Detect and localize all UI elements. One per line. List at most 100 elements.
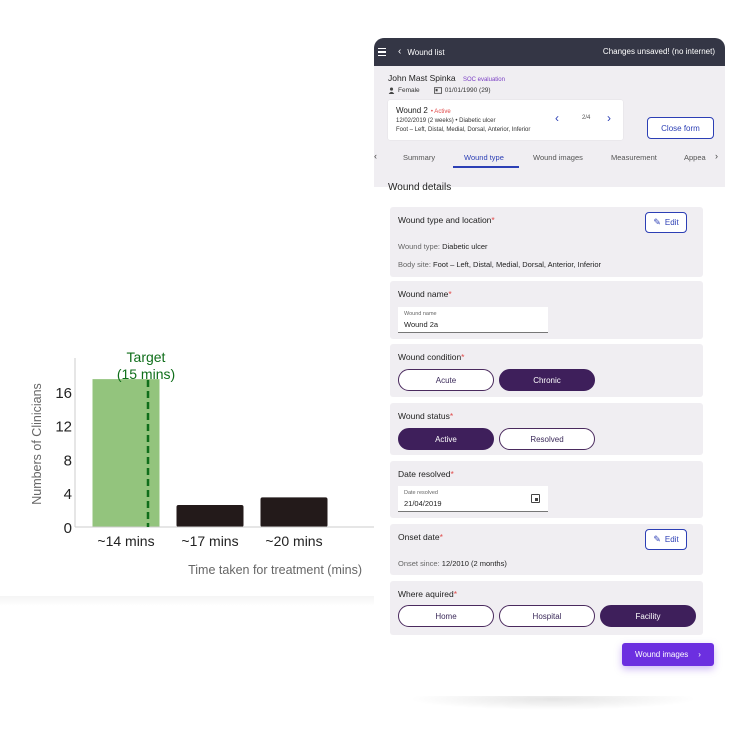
date-resolved-title: Date resolved* bbox=[398, 469, 454, 479]
bar bbox=[260, 497, 328, 527]
back-link-wound-list[interactable]: Wound list bbox=[407, 47, 445, 57]
wound-name-field[interactable]: Wound name Wound 2a bbox=[398, 307, 548, 333]
wound-name-section: Wound name* Wound name Wound 2a bbox=[390, 281, 703, 339]
wound-card-location: Foot – Left, Distal, Medial, Dorsal, Ant… bbox=[396, 127, 531, 133]
pencil-icon: ✎ bbox=[653, 217, 661, 227]
condition-chronic-option[interactable]: Chronic bbox=[499, 369, 595, 391]
target-label: Target bbox=[127, 349, 166, 365]
section-title-wound-details: Wound details bbox=[388, 182, 452, 193]
active-tab-indicator bbox=[453, 166, 519, 168]
bar bbox=[176, 505, 244, 527]
edit-wound-type-button[interactable]: ✎ Edit bbox=[645, 212, 687, 233]
dob-info: 01/01/1990 (29) bbox=[433, 87, 491, 94]
wound-status-label: Wound status bbox=[398, 411, 450, 421]
soc-badge: SOC evaluation bbox=[462, 77, 505, 83]
date-resolved-field-value: 21/04/2019 bbox=[404, 499, 442, 508]
edit-onset-date-button[interactable]: ✎ Edit bbox=[645, 529, 687, 550]
person-icon bbox=[388, 87, 395, 94]
wound-type-location-section: Wound type and location* ✎ Edit Wound ty… bbox=[390, 207, 703, 277]
x-tick-label: ~20 mins bbox=[265, 533, 322, 549]
connection-status: Changes unsaved! (no internet) bbox=[602, 47, 715, 56]
wound-type-value: Diabetic ulcer bbox=[442, 242, 488, 251]
tab-appearance[interactable]: Appea bbox=[684, 153, 706, 162]
wound-images-next-button[interactable]: Wound images › bbox=[622, 643, 714, 666]
tab-summary[interactable]: Summary bbox=[403, 153, 436, 162]
tabs-scroll-right-icon[interactable]: › bbox=[715, 151, 718, 161]
onset-row: Onset since: 12/2010 (2 months) bbox=[398, 559, 507, 568]
x-tick-label: ~17 mins bbox=[181, 533, 238, 549]
patient-meta: Female 01/01/1990 (29) bbox=[388, 87, 491, 94]
date-resolved-field-label: Date resolved bbox=[404, 490, 438, 496]
onset-since-value: 12/2010 (2 months) bbox=[441, 559, 507, 568]
patient-name: John Mast Spinka SOC evaluation bbox=[388, 73, 505, 83]
tab-measurement[interactable]: Measurement bbox=[611, 153, 657, 162]
chart-shadow-band bbox=[0, 596, 375, 606]
onset-date-section: Onset date* ✎ Edit Onset since: 12/2010 … bbox=[390, 524, 703, 575]
y-tick-label: 16 bbox=[55, 385, 72, 402]
bar bbox=[92, 379, 160, 527]
wound-condition-section: Wound condition* Acute Chronic bbox=[390, 344, 703, 397]
y-tick-label: 12 bbox=[55, 419, 72, 436]
onset-since-label: Onset since: bbox=[398, 559, 440, 568]
hamburger-menu-icon[interactable] bbox=[378, 48, 386, 56]
back-chevron-icon[interactable]: ‹ bbox=[398, 46, 402, 57]
y-tick-label: 4 bbox=[64, 486, 72, 503]
wound-name-field-value: Wound 2a bbox=[404, 320, 439, 329]
wound-type-row: Wound type: Diabetic ulcer bbox=[398, 242, 488, 251]
wound-count: 2/4 bbox=[582, 115, 591, 121]
patient-name-text: John Mast Spinka bbox=[388, 73, 456, 83]
wound-type-location-title: Wound type and location* bbox=[398, 215, 495, 225]
body-site-value: Foot – Left, Distal, Medial, Dorsal, Ant… bbox=[433, 260, 602, 269]
wound-card-status: • Active bbox=[430, 109, 451, 115]
previous-wound-chevron-icon[interactable]: ‹ bbox=[555, 111, 559, 125]
y-axis-label: Numbers of Clinicians bbox=[30, 383, 44, 505]
where-acquired-label: Where aquired bbox=[398, 589, 454, 599]
where-acquired-title: Where aquired* bbox=[398, 589, 458, 599]
body-site-row: Body site: Foot – Left, Distal, Medial, … bbox=[398, 260, 601, 269]
wound-condition-label: Wound condition bbox=[398, 352, 462, 362]
wound-name-label: Wound name bbox=[398, 289, 449, 299]
wound-card-date-type: 12/02/2019 (2 weeks) • Diabetic ulcer bbox=[396, 118, 496, 124]
id-card-icon bbox=[433, 87, 442, 94]
date-resolved-label: Date resolved bbox=[398, 469, 451, 479]
wound-card-title: Wound 2 • Active bbox=[396, 106, 451, 115]
patient-header: John Mast Spinka SOC evaluation Female 0… bbox=[374, 66, 725, 187]
date-resolved-section: Date resolved* Date resolved 21/04/2019 bbox=[390, 461, 703, 518]
y-tick-label: 0 bbox=[64, 520, 72, 537]
onset-date-label: Onset date bbox=[398, 532, 440, 542]
close-form-button[interactable]: Close form bbox=[647, 117, 714, 139]
condition-acute-option[interactable]: Acute bbox=[398, 369, 494, 391]
wound-condition-title: Wound condition* bbox=[398, 352, 465, 362]
wound-status-section: Wound status* Active Resolved bbox=[390, 403, 703, 455]
gender-info: Female bbox=[388, 87, 420, 94]
tabs-scroll-left-icon[interactable]: ‹ bbox=[374, 151, 377, 161]
y-tick-label: 8 bbox=[64, 452, 72, 469]
next-wound-chevron-icon[interactable]: › bbox=[607, 111, 611, 125]
x-axis-label: Time taken for treatment (mins) bbox=[188, 563, 362, 577]
wound-form-panel: ‹ Wound list Changes unsaved! (no intern… bbox=[374, 38, 725, 696]
pencil-icon: ✎ bbox=[653, 534, 661, 544]
target-label-sub: (15 mins) bbox=[117, 366, 175, 382]
body-site-label: Body site: bbox=[398, 260, 431, 269]
wound-images-button-label: Wound images bbox=[635, 650, 689, 659]
date-resolved-field[interactable]: Date resolved 21/04/2019 bbox=[398, 486, 548, 512]
wound-selector-card[interactable]: Wound 2 • Active 12/02/2019 (2 weeks) • D… bbox=[388, 100, 623, 140]
wound-card-name: Wound 2 bbox=[396, 106, 428, 115]
calendar-icon[interactable] bbox=[531, 494, 540, 503]
acquired-home-option[interactable]: Home bbox=[398, 605, 494, 627]
tab-wound-type[interactable]: Wound type bbox=[464, 153, 504, 162]
wound-type-location-label: Wound type and location bbox=[398, 215, 492, 225]
top-bar: ‹ Wound list Changes unsaved! (no intern… bbox=[374, 38, 725, 66]
acquired-facility-option[interactable]: Facility bbox=[600, 605, 696, 627]
tab-wound-images[interactable]: Wound images bbox=[533, 153, 583, 162]
status-resolved-option[interactable]: Resolved bbox=[499, 428, 595, 450]
status-active-option[interactable]: Active bbox=[398, 428, 494, 450]
acquired-hospital-option[interactable]: Hospital bbox=[499, 605, 595, 627]
edit-onset-label: Edit bbox=[664, 535, 679, 544]
where-acquired-section: Where aquired* Home Hospital Facility bbox=[390, 581, 703, 635]
onset-date-title: Onset date* bbox=[398, 532, 443, 542]
x-tick-label: ~14 mins bbox=[97, 533, 154, 549]
wound-status-title: Wound status* bbox=[398, 411, 454, 421]
wound-type-label: Wound type: bbox=[398, 242, 440, 251]
wound-name-title: Wound name* bbox=[398, 289, 452, 299]
